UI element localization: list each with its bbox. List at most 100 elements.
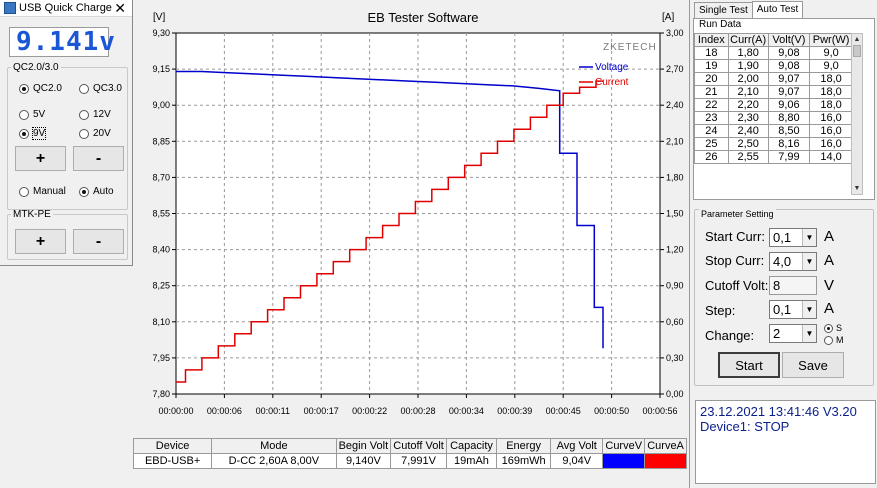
run-cell-pwr: 16,0 — [809, 137, 853, 151]
run-col-curr: Curr(A) — [727, 33, 769, 47]
run-cell-index: 20 — [694, 72, 729, 86]
right-tick-label: 3,00 — [666, 28, 684, 38]
usb-window-titlebar[interactable]: USB Quick Charge ✕ — [0, 0, 132, 17]
radio-20v-dot[interactable] — [79, 128, 89, 139]
save-button[interactable]: Save — [782, 352, 844, 378]
cell-energy: 169mWh — [496, 453, 552, 469]
run-data-row[interactable]: 19 1,90 9,08 9,0 — [694, 59, 853, 73]
run-cell-curr: 2,50 — [727, 137, 769, 151]
right-unit-label: [A] — [662, 12, 674, 23]
curve-a-swatch[interactable] — [644, 453, 687, 469]
run-data-row[interactable]: 21 2,10 9,07 18,0 — [694, 85, 853, 99]
run-data-row[interactable]: 22 2,20 9,06 18,0 — [694, 98, 853, 112]
run-data-legend: Run Data — [697, 19, 744, 30]
radio-qc30[interactable]: QC3.0 — [79, 83, 122, 94]
run-data-rows: 18 1,80 9,08 9,0 19 1,90 9,08 9,0 20 2,00 9,07 18,0… — [694, 46, 853, 164]
chevron-down-icon[interactable]: ▼ — [802, 301, 816, 318]
x-tick-label: 00:00:45 — [546, 406, 581, 416]
left-tick-label: 8,85 — [152, 136, 170, 146]
left-tick-label: 8,10 — [152, 317, 170, 327]
chevron-down-icon[interactable]: ▼ — [802, 229, 816, 246]
mtk-plus-button[interactable]: + — [15, 229, 66, 254]
run-data-row[interactable]: 25 2,50 8,16 16,0 — [694, 137, 853, 151]
start-curr-select[interactable]: 0,1 ▼ — [769, 228, 817, 247]
step-unit: A — [824, 300, 835, 317]
run-data-row[interactable]: 23 2,30 8,80 16,0 — [694, 111, 853, 125]
run-cell-curr: 2,40 — [727, 124, 769, 138]
qc-plus-button[interactable]: + — [15, 146, 66, 171]
run-data-row[interactable]: 20 2,00 9,07 18,0 — [694, 72, 853, 86]
voltage-display: 9.141v — [9, 27, 115, 57]
close-icon[interactable]: ✕ — [114, 0, 126, 16]
col-avg-volt: Avg Volt — [550, 438, 604, 454]
radio-20v[interactable]: 20V — [79, 128, 111, 139]
chevron-down-icon[interactable]: ▼ — [802, 253, 816, 270]
col-curve-v: CurveV — [602, 438, 646, 454]
run-cell-curr: 2,20 — [727, 98, 769, 112]
radio-manual-dot[interactable] — [19, 186, 29, 197]
run-data-scrollbar[interactable]: ▲ ▼ — [851, 33, 863, 195]
run-cell-curr: 1,90 — [727, 59, 769, 73]
run-data-row[interactable]: 18 1,80 9,08 9,0 — [694, 46, 853, 60]
radio-change-m-label: M — [836, 335, 844, 345]
step-select[interactable]: 0,1 ▼ — [769, 300, 817, 319]
run-cell-index: 22 — [694, 98, 729, 112]
scroll-thumb[interactable] — [853, 45, 861, 57]
radio-5v-dot[interactable] — [19, 109, 29, 120]
chevron-down-icon[interactable]: ▼ — [802, 325, 816, 342]
qc-minus-button[interactable]: - — [73, 146, 124, 171]
right-tick-label: 0,60 — [666, 317, 684, 327]
radio-change-s[interactable]: S — [824, 323, 842, 333]
run-data-row[interactable]: 26 2,55 7,99 14,0 — [694, 150, 853, 164]
radio-9v[interactable]: 9V — [19, 127, 47, 140]
curve-v-swatch[interactable] — [602, 453, 646, 469]
radio-9v-dot[interactable] — [19, 128, 29, 139]
left-tick-label: 9,15 — [152, 64, 170, 74]
run-cell-volt: 9,07 — [767, 72, 811, 86]
radio-auto[interactable]: Auto — [79, 186, 114, 197]
right-tick-label: 1,80 — [666, 172, 684, 182]
run-cell-pwr: 14,0 — [809, 150, 853, 164]
mtk-minus-button[interactable]: - — [73, 229, 124, 254]
run-cell-pwr: 9,0 — [809, 46, 853, 60]
run-data-row[interactable]: 24 2,40 8,50 16,0 — [694, 124, 853, 138]
start-button[interactable]: Start — [718, 352, 780, 378]
right-tick-label: 0,90 — [666, 281, 684, 291]
radio-qc20-dot[interactable] — [19, 83, 29, 94]
col-curve-a: CurveA — [644, 438, 687, 454]
current-line — [176, 80, 603, 383]
chart-title: EB Tester Software — [367, 10, 478, 25]
run-cell-pwr: 9,0 — [809, 59, 853, 73]
run-cell-curr: 1,80 — [727, 46, 769, 60]
x-tick-label: 00:00:28 — [400, 406, 435, 416]
run-cell-volt: 9,07 — [767, 85, 811, 99]
radio-5v[interactable]: 5V — [19, 109, 45, 120]
parameter-setting-legend: Parameter Setting — [699, 209, 776, 219]
radio-auto-dot[interactable] — [79, 186, 89, 197]
status-datetime: 23.12.2021 13:41:46 V3.20 — [700, 404, 857, 419]
left-unit-label: [V] — [153, 12, 165, 23]
stop-curr-label: Stop Curr: — [705, 253, 765, 268]
left-tick-label: 9,30 — [152, 28, 170, 38]
run-cell-index: 19 — [694, 59, 729, 73]
run-cell-volt: 8,50 — [767, 124, 811, 138]
radio-qc30-dot[interactable] — [79, 83, 89, 94]
scroll-up-icon[interactable]: ▲ — [853, 36, 861, 43]
radio-qc20[interactable]: QC2.0 — [19, 83, 62, 94]
radio-change-m-dot[interactable] — [824, 335, 833, 345]
radio-manual[interactable]: Manual — [19, 186, 66, 197]
cutoff-volt-field[interactable]: 8 — [769, 276, 817, 295]
tab-auto-test[interactable]: Auto Test — [751, 1, 804, 20]
radio-change-s-dot[interactable] — [824, 323, 833, 333]
summary-row[interactable]: EBD-USB+ D-CC 2,60A 8,00V 9,140V 7,991V … — [132, 453, 687, 469]
col-cutoff-volt: Cutoff Volt — [390, 438, 447, 454]
watermark: ZKETECH — [603, 42, 657, 53]
radio-12v[interactable]: 12V — [79, 109, 111, 120]
radio-change-m[interactable]: M — [824, 335, 844, 345]
radio-12v-dot[interactable] — [79, 109, 89, 120]
change-select[interactable]: 2 ▼ — [769, 324, 817, 343]
cutoff-volt-unit: V — [824, 277, 835, 294]
stop-curr-select[interactable]: 4,0 ▼ — [769, 252, 817, 271]
scroll-down-icon[interactable]: ▼ — [853, 185, 861, 192]
